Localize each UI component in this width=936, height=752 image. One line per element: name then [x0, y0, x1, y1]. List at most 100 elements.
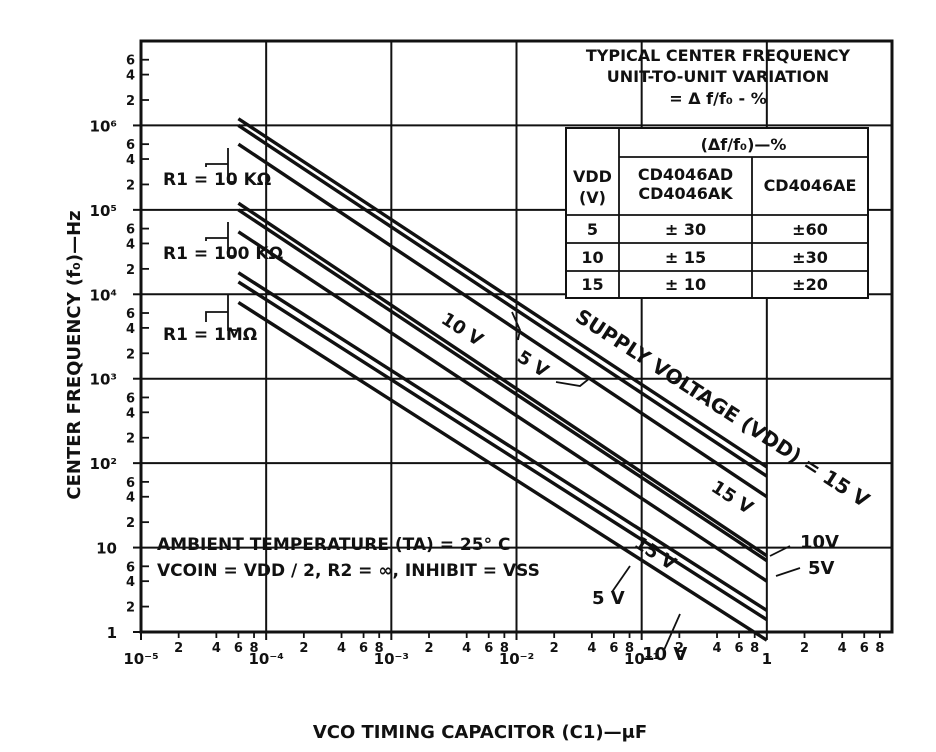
table-cell: 5: [587, 220, 598, 239]
ambient-temperature: AMBIENT TEMPERATURE (TA) = 25° C: [157, 535, 510, 555]
x-tick-label: 10⁻⁵: [123, 650, 158, 668]
v5-label-right: 5V: [808, 558, 835, 579]
series-line-5: [237, 208, 768, 563]
y-minor-label: 2: [126, 516, 135, 531]
x-minor-label: 4: [713, 641, 722, 656]
v15-label-mid: 15 V: [707, 477, 756, 519]
y-axis-label: CENTER FREQUENCY (f₀)—Hz: [64, 210, 85, 499]
series-line-7: [237, 271, 768, 612]
y-minor-label: 4: [126, 153, 135, 168]
y-minor-label: 6: [126, 476, 135, 491]
r1-label: R1 = 10 KΩ: [163, 170, 271, 190]
r1-brace: [205, 148, 236, 183]
x-minor-label: 8: [750, 641, 759, 656]
x-minor-label: 8: [375, 641, 384, 656]
vco-conditions: VCOIN = VDD / 2, R2 = ∞, INHIBIT = VSS: [157, 561, 540, 581]
table-col1-header-2: CD4046AK: [638, 184, 733, 203]
series-line-8: [237, 280, 768, 622]
x-minor-label: 4: [462, 641, 471, 656]
series-line-9: [237, 301, 768, 642]
x-minor-label: 2: [174, 641, 183, 656]
leader-10v-bottom: [663, 613, 681, 651]
y-minor-label: 6: [126, 391, 135, 406]
x-minor-label: 6: [735, 641, 744, 656]
r1-label: R1 = 1MΩ: [163, 325, 257, 345]
x-minor-label: 6: [860, 641, 869, 656]
table-cell: ±30: [792, 248, 828, 267]
x-axis-label: VCO TIMING CAPACITOR (C1)—μF: [313, 722, 647, 743]
y-tick-label: 10⁴: [90, 286, 117, 304]
table-title-3: = Δ f/f₀ - %: [669, 89, 767, 108]
table-title-1: TYPICAL CENTER FREQUENCY: [586, 46, 851, 65]
series-line-6: [237, 230, 768, 583]
v10-label-upper: 10 V: [437, 309, 486, 351]
y-tick-label: 10²: [90, 455, 117, 473]
x-minor-label: 4: [337, 641, 346, 656]
leader-10v: [511, 311, 521, 341]
y-minor-label: 4: [126, 237, 135, 252]
y-minor-label: 2: [126, 178, 135, 193]
y-minor-label: 2: [126, 347, 135, 362]
y-minor-label: 6: [126, 307, 135, 322]
table-col0-header: VDD: [573, 167, 612, 186]
x-minor-label: 8: [500, 641, 509, 656]
x-minor-label: 4: [212, 641, 221, 656]
x-minor-label: 4: [587, 641, 596, 656]
v10-label-right: 10V: [800, 532, 839, 553]
series-line-1: [237, 117, 768, 469]
table-cell: 15: [581, 275, 603, 294]
variation-table: TYPICAL CENTER FREQUENCY UNIT-TO-UNIT VAR…: [565, 46, 869, 299]
v10-label-bottom: 10 V: [642, 644, 687, 665]
x-minor-label: 6: [359, 641, 368, 656]
x-minor-label: 6: [234, 641, 243, 656]
table-col2-header: CD4046AE: [764, 176, 857, 195]
table-cell: ±20: [792, 275, 828, 294]
y-minor-label: 6: [126, 54, 135, 69]
curve-layer: [237, 117, 768, 642]
x-minor-label: 8: [625, 641, 634, 656]
y-minor-label: 4: [126, 406, 135, 421]
table-cell: ± 30: [665, 220, 706, 239]
x-minor-label: 6: [484, 641, 493, 656]
y-tick-label: 10⁵: [90, 202, 117, 220]
series-line-2: [237, 124, 768, 478]
x-tick-label: 10⁻⁴: [248, 650, 283, 668]
y-minor-label: 2: [126, 263, 135, 278]
y-minor-label: 4: [126, 575, 135, 590]
table-col1-header: CD4046AD: [638, 165, 733, 184]
table-col0-header-unit: (V): [579, 188, 606, 207]
y-tick-label: 1: [107, 624, 117, 642]
v5-label-upper: 5 V: [513, 347, 552, 382]
leader-5v-bottom: [611, 565, 631, 593]
v5-label-bottom: 5 V: [592, 588, 625, 609]
leader-5v: [555, 377, 591, 387]
x-minor-label: 2: [550, 641, 559, 656]
y-minor-label: 4: [126, 322, 135, 337]
tick-layer: 10⁻⁵2 4 6 810⁻⁴2 4 6 810⁻³2 4 6 810⁻²2 4 6 810⁻¹2 4 6 8…: [90, 54, 885, 668]
series-line-4: [237, 201, 768, 558]
y-tick-label: 10³: [90, 371, 117, 389]
y-minor-label: 2: [126, 432, 135, 447]
table-cell: ± 10: [665, 275, 706, 294]
series-line-3: [237, 142, 768, 499]
y-minor-label: 2: [126, 94, 135, 109]
x-minor-label: 6: [609, 641, 618, 656]
y-minor-label: 6: [126, 560, 135, 575]
x-tick-label: 1: [762, 650, 772, 668]
y-minor-label: 4: [126, 491, 135, 506]
x-tick-label: 10⁻¹: [624, 650, 659, 668]
x-tick-label: 10⁻²: [499, 650, 534, 668]
r1-brace: [205, 295, 236, 331]
y-minor-label: 6: [126, 138, 135, 153]
x-minor-label: 4: [838, 641, 847, 656]
table-cell: 10: [581, 248, 603, 267]
table-group-header: (Δf/f₀)—%: [701, 135, 787, 154]
y-minor-label: 2: [126, 601, 135, 616]
leader-5v-right: [775, 567, 801, 577]
leader-10v-right: [769, 545, 791, 557]
table-title-2: UNIT-TO-UNIT VARIATION: [607, 67, 829, 86]
x-minor-label: 2: [424, 641, 433, 656]
r1-brace: [205, 222, 236, 257]
x-minor-label: 2: [675, 641, 684, 656]
table-cell: ± 15: [665, 248, 706, 267]
